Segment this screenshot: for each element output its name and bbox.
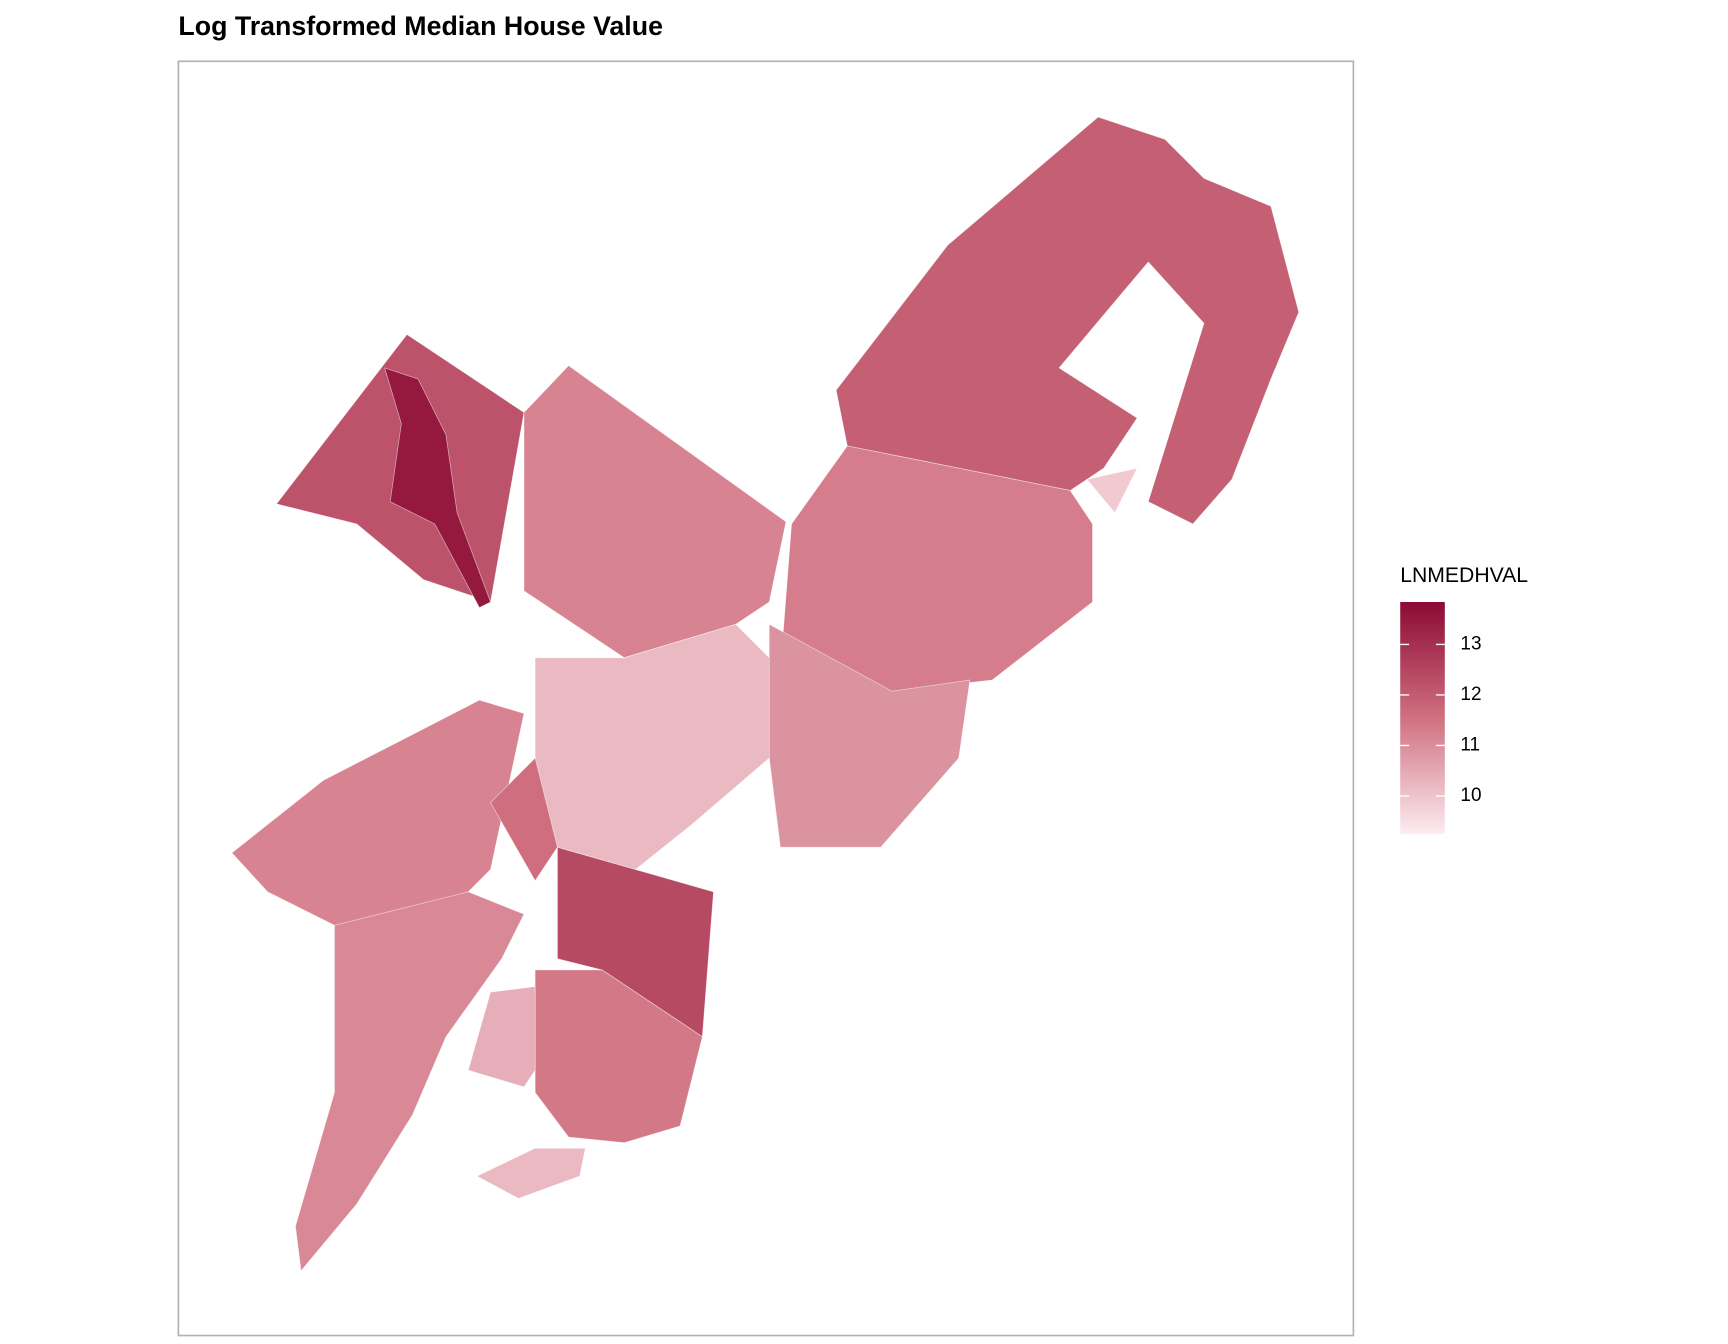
region: [780, 445, 1093, 692]
legend-tick-label: 11: [1460, 734, 1480, 755]
panel-border: [177, 60, 1355, 1337]
legend-title: LNMEDHVAL: [1400, 564, 1528, 587]
region: [295, 891, 525, 1272]
region: [1086, 467, 1138, 514]
legend-tick-label: 13: [1460, 633, 1481, 654]
colorbar: [1400, 601, 1445, 834]
region: [476, 1147, 586, 1199]
region: [768, 623, 971, 848]
region: [384, 367, 491, 609]
region: [534, 969, 703, 1144]
region: [490, 757, 558, 882]
chart-title: Log Transformed Median House Value: [178, 11, 663, 41]
map: [231, 116, 1300, 1272]
legend-tick-label: 12: [1460, 684, 1481, 705]
legend: 10 11 12 13: [1400, 601, 1481, 834]
legend-tick-label: 10: [1460, 785, 1481, 806]
region: [467, 986, 536, 1088]
